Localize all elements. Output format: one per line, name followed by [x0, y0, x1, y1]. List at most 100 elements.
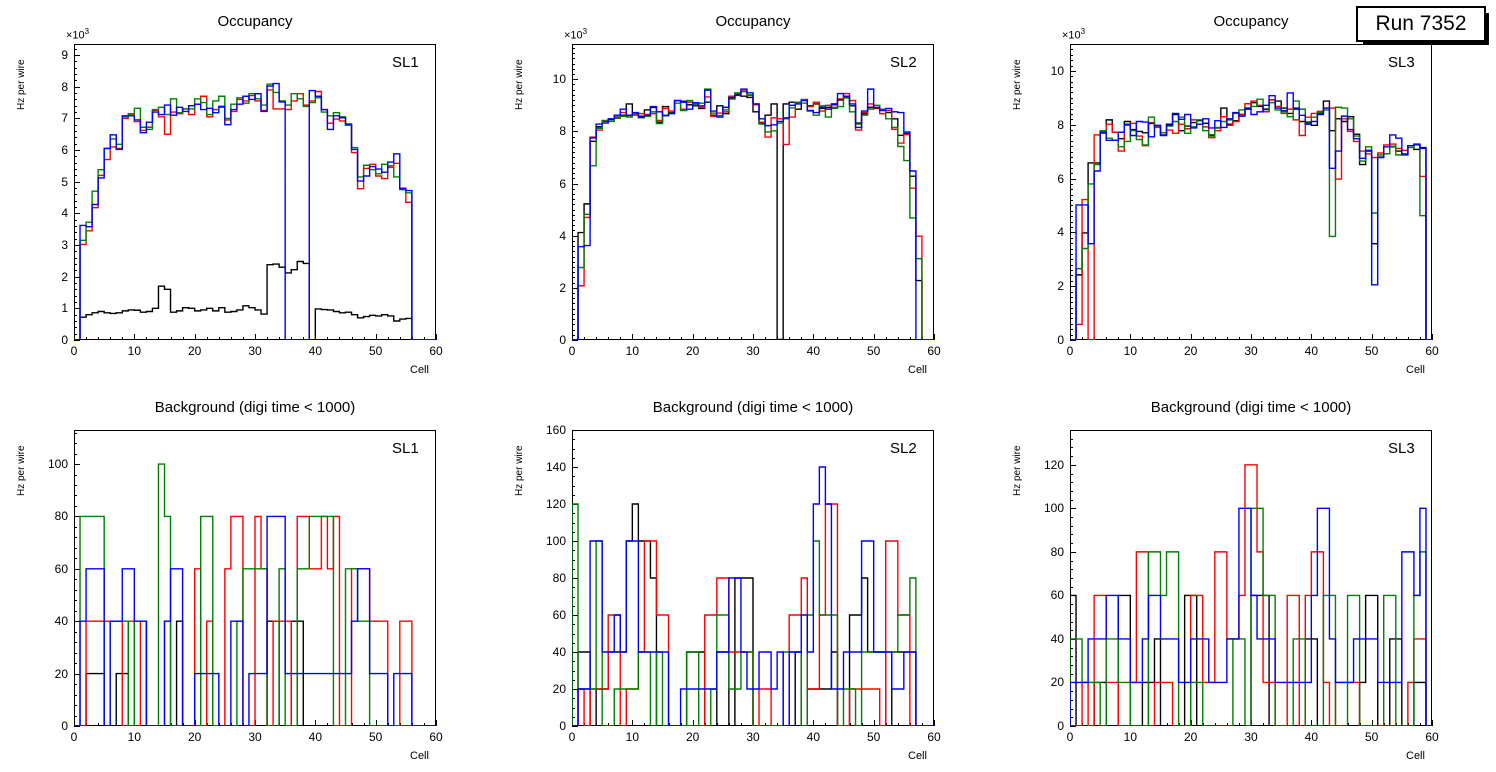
- y-tick-minor: [74, 505, 77, 507]
- x-tick-minor: [1166, 337, 1168, 340]
- y-tick-minor: [572, 716, 575, 718]
- y-tick-minor: [572, 559, 575, 561]
- x-tick-minor: [897, 337, 899, 340]
- y-tick-minor: [572, 689, 575, 690]
- y-tick-minor: [572, 79, 575, 81]
- y-tick-label: 20: [552, 682, 566, 696]
- x-tick-minor: [1214, 337, 1216, 340]
- histogram-series: [74, 261, 436, 340]
- y-tick-minor: [1070, 167, 1073, 169]
- y-tick-minor: [74, 314, 77, 316]
- x-tick-minor: [680, 337, 682, 340]
- y-tick-minor: [1070, 130, 1073, 132]
- y-tick-label: 40: [552, 645, 566, 659]
- y-tick-minor: [572, 550, 575, 552]
- y-tick-label: 60: [552, 608, 566, 622]
- y-axis-exponent-base: ×10: [66, 29, 85, 42]
- y-tick-minor: [1070, 334, 1073, 336]
- x-tick-minor: [909, 337, 911, 340]
- x-tick-minor: [98, 337, 100, 340]
- y-tick-minor: [572, 679, 575, 681]
- x-tick-minor: [620, 337, 622, 340]
- y-tick-minor: [572, 298, 575, 300]
- x-tick-minor: [399, 337, 401, 340]
- y-tick-label: 100: [1043, 501, 1064, 516]
- y-tick-minor: [572, 522, 575, 524]
- y-tick-minor: [572, 94, 575, 96]
- x-tick-minor: [837, 337, 839, 340]
- x-tick-label: 20: [1183, 344, 1198, 358]
- x-tick-minor: [1251, 337, 1252, 340]
- y-tick-major: [1070, 232, 1076, 234]
- y-tick-minor: [1070, 226, 1073, 228]
- y-tick-major: [74, 150, 80, 152]
- y-tick-minor: [74, 631, 77, 633]
- histogram-series: [572, 91, 934, 340]
- y-tick-minor: [74, 485, 77, 486]
- y-tick-minor: [572, 256, 575, 258]
- y-tick-minor: [74, 264, 77, 266]
- y-tick-label: 20: [1050, 675, 1064, 690]
- y-tick-minor: [572, 457, 575, 459]
- y-tick-minor: [74, 55, 77, 57]
- y-tick-minor: [572, 261, 575, 263]
- y-tick-minor: [74, 600, 77, 602]
- y-tick-minor: [1070, 140, 1073, 142]
- y-tick-minor: [74, 169, 77, 171]
- y-tick-minor: [1070, 612, 1073, 614]
- y-tick-minor: [74, 219, 77, 221]
- y-tick-minor: [74, 547, 77, 549]
- y-tick-label: 6: [559, 176, 566, 191]
- y-tick-minor: [74, 652, 77, 654]
- y-tick-minor: [1070, 210, 1073, 212]
- y-axis-exponent: ×103: [1062, 27, 1085, 42]
- y-tick-minor: [572, 633, 575, 635]
- x-tick-minor: [1383, 337, 1385, 340]
- y-tick-major: [74, 55, 80, 57]
- y-tick-minor: [74, 289, 77, 291]
- x-tick-minor: [1238, 337, 1240, 340]
- y-tick-label: 140: [545, 460, 566, 474]
- y-tick-major: [572, 541, 578, 542]
- y-tick-minor: [572, 246, 575, 248]
- x-tick-minor: [436, 337, 437, 340]
- y-tick-minor: [572, 47, 575, 49]
- y-axis-exponent-power: 3: [1080, 27, 1086, 36]
- y-tick-minor: [74, 694, 77, 696]
- y-tick-minor: [74, 181, 77, 183]
- y-tick-minor: [572, 319, 575, 321]
- x-tick-minor: [303, 337, 305, 340]
- y-tick-minor: [572, 324, 575, 326]
- y-axis-exponent-base: ×10: [564, 29, 583, 42]
- y-tick-minor: [1070, 216, 1073, 218]
- x-tick-minor: [656, 337, 658, 340]
- y-tick-minor: [74, 495, 77, 497]
- y-tick-major: [74, 213, 80, 215]
- x-tick-minor: [813, 337, 815, 340]
- y-tick-minor: [572, 531, 575, 533]
- y-tick-minor: [1070, 551, 1073, 553]
- y-tick-minor: [1070, 275, 1073, 277]
- x-tick-minor: [934, 337, 935, 340]
- y-tick-label: 120: [545, 497, 566, 511]
- x-tick-minor: [777, 723, 779, 726]
- x-tick-label: 50: [866, 730, 881, 744]
- y-tick-minor: [572, 707, 575, 709]
- y-tick-minor: [1070, 313, 1073, 315]
- y-tick-major: [74, 245, 80, 247]
- y-tick-label: 40: [1050, 631, 1064, 646]
- y-tick-minor: [572, 162, 575, 164]
- y-axis-exponent-power: 3: [582, 27, 588, 36]
- x-tick-minor: [218, 337, 220, 340]
- y-tick-major: [572, 726, 578, 727]
- x-tick-minor: [1166, 723, 1168, 726]
- x-tick-minor: [1299, 337, 1301, 340]
- y-tick-minor: [1070, 490, 1073, 492]
- y-tick-minor: [572, 225, 575, 227]
- y-tick-minor: [572, 494, 575, 496]
- run-label-box: Run 7352: [1356, 6, 1489, 45]
- x-tick-minor: [584, 337, 586, 340]
- x-tick-minor: [351, 337, 353, 340]
- x-tick-minor: [110, 337, 112, 340]
